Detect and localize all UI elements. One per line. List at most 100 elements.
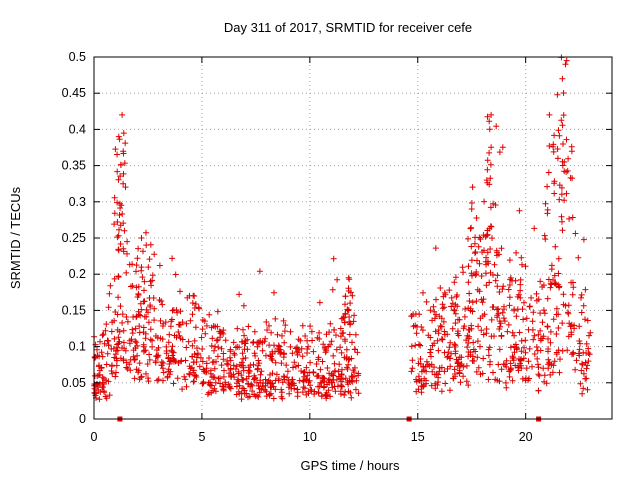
data-point [535,387,542,394]
data-point [483,177,490,184]
data-point [279,379,286,386]
data-point [165,354,172,361]
data-point [433,311,439,318]
data-point [570,350,577,357]
data-point [416,377,423,384]
data-point [138,264,145,271]
data-point [455,316,461,323]
y-tick-label: 0.4 [69,122,86,136]
data-point [230,339,237,346]
data-point [319,374,326,381]
axis-ticks: 0 0.05 0.1 0.15 0.2 0.25 0.3 0.35 0.4 0.45 0.5 0 5 10… [62,50,612,444]
data-point [220,356,227,363]
data-point [303,391,310,398]
data-point [140,341,147,348]
data-point [467,225,474,232]
data-point [573,357,580,364]
data-point [556,284,562,291]
data-point [535,364,542,371]
data-point [512,341,519,348]
data-point [227,348,234,355]
data-point [431,364,437,371]
data-point [559,122,566,129]
data-point [506,302,513,309]
data-point [560,141,566,147]
data-point [492,376,499,383]
data-point [280,317,287,324]
data-point [585,350,592,356]
data-point [580,302,587,309]
data-point [503,357,510,364]
data-point [186,371,193,378]
data-point [114,199,121,206]
data-point [119,319,126,326]
data-point [96,380,103,387]
data-point [114,168,121,175]
data-point [433,296,439,303]
data-point [345,288,352,294]
data-point [135,245,142,252]
data-point [322,349,329,356]
data-point [561,197,568,204]
data-point [112,146,119,153]
data-point [321,383,328,390]
data-point [537,278,544,285]
data-point [352,386,359,393]
data-point [467,305,474,312]
data-point [132,325,139,332]
data-point [540,282,547,289]
data-point [489,304,496,311]
data-point [132,356,138,363]
data-point [317,366,324,373]
data-point [201,318,208,325]
data-point [239,350,246,357]
data-point [333,346,340,353]
data-point [114,219,121,225]
data-point [292,363,299,370]
data-point [189,311,196,318]
data-point [109,319,116,326]
data-point [545,169,552,176]
data-point [136,360,143,367]
data-point [231,374,238,381]
data-point [550,316,557,323]
data-point [555,255,562,262]
data-point [95,372,102,379]
data-point [103,321,110,328]
data-point [211,365,218,372]
data-point [195,304,202,311]
data-point [427,346,434,353]
data-point [317,379,324,386]
data-point [409,365,416,372]
data-point [134,255,141,262]
data-point [567,323,574,330]
data-point [498,245,505,252]
y-axis-label: SRMTID / TECUs [8,186,23,289]
data-point [102,327,109,334]
data-point [133,268,139,275]
data-point [554,146,561,152]
data-point [447,387,453,394]
data-point [218,362,225,369]
y-tick-label: 0.5 [69,50,86,64]
data-point [481,311,488,318]
data-point [332,388,339,395]
data-point [122,140,129,147]
data-point [270,395,277,402]
data-point [99,379,106,386]
data-point [526,303,533,310]
data-point [175,321,182,328]
data-point [179,336,186,343]
data-point [194,345,200,352]
data-point [518,254,525,261]
y-tick-label: 0.1 [69,340,86,354]
data-point [582,286,589,293]
data-point [496,346,503,353]
data-point [114,151,121,158]
data-point [273,371,280,378]
data-point [194,350,201,357]
data-point [452,310,459,317]
data-point [211,385,218,392]
data-point [434,382,441,388]
data-point [200,366,207,373]
